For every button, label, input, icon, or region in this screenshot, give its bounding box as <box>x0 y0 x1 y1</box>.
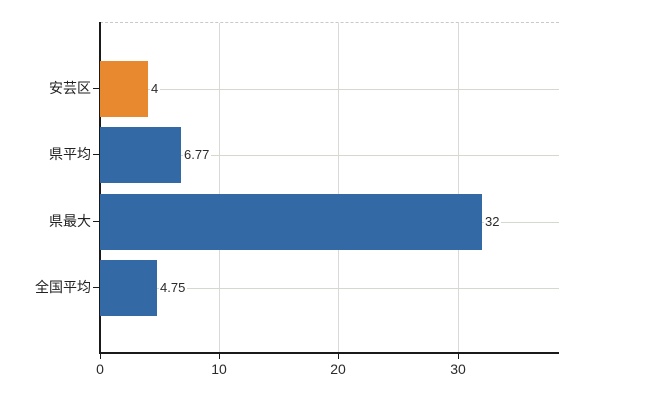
bar <box>100 260 157 316</box>
plot-area: 4 6.77 32 4.75 <box>100 22 559 353</box>
x-tick-label: 20 <box>330 361 346 377</box>
bar <box>100 61 148 117</box>
y-axis-tick <box>93 221 100 222</box>
x-tick-label: 0 <box>96 361 104 377</box>
y-axis-tick <box>93 154 100 155</box>
x-tick-label: 10 <box>211 361 227 377</box>
category-label: 県平均 <box>49 146 91 162</box>
category-gridline <box>100 288 559 289</box>
category-gridline <box>100 155 559 156</box>
bar-value-label: 4.75 <box>159 280 188 296</box>
x-axis-tick <box>100 354 101 359</box>
x-axis-line <box>99 352 559 354</box>
x-gridline <box>219 23 220 353</box>
bar <box>100 194 482 250</box>
x-axis-tick <box>219 354 220 359</box>
bar-value-label: 32 <box>484 214 502 230</box>
y-axis-tick <box>93 287 100 288</box>
bar-value-label: 4 <box>150 81 161 97</box>
x-gridline <box>458 23 459 353</box>
x-tick-label: 30 <box>450 361 466 377</box>
bar <box>100 127 181 183</box>
category-label: 県最大 <box>49 213 91 229</box>
y-axis-line <box>99 22 101 353</box>
y-axis-tick <box>93 88 100 89</box>
bar-value-label: 6.77 <box>183 147 212 163</box>
x-axis-tick <box>338 354 339 359</box>
category-gridline <box>100 89 559 90</box>
category-label: 安芸区 <box>49 80 91 96</box>
category-label: 全国平均 <box>35 279 91 295</box>
x-axis-tick <box>458 354 459 359</box>
x-gridline <box>338 23 339 353</box>
